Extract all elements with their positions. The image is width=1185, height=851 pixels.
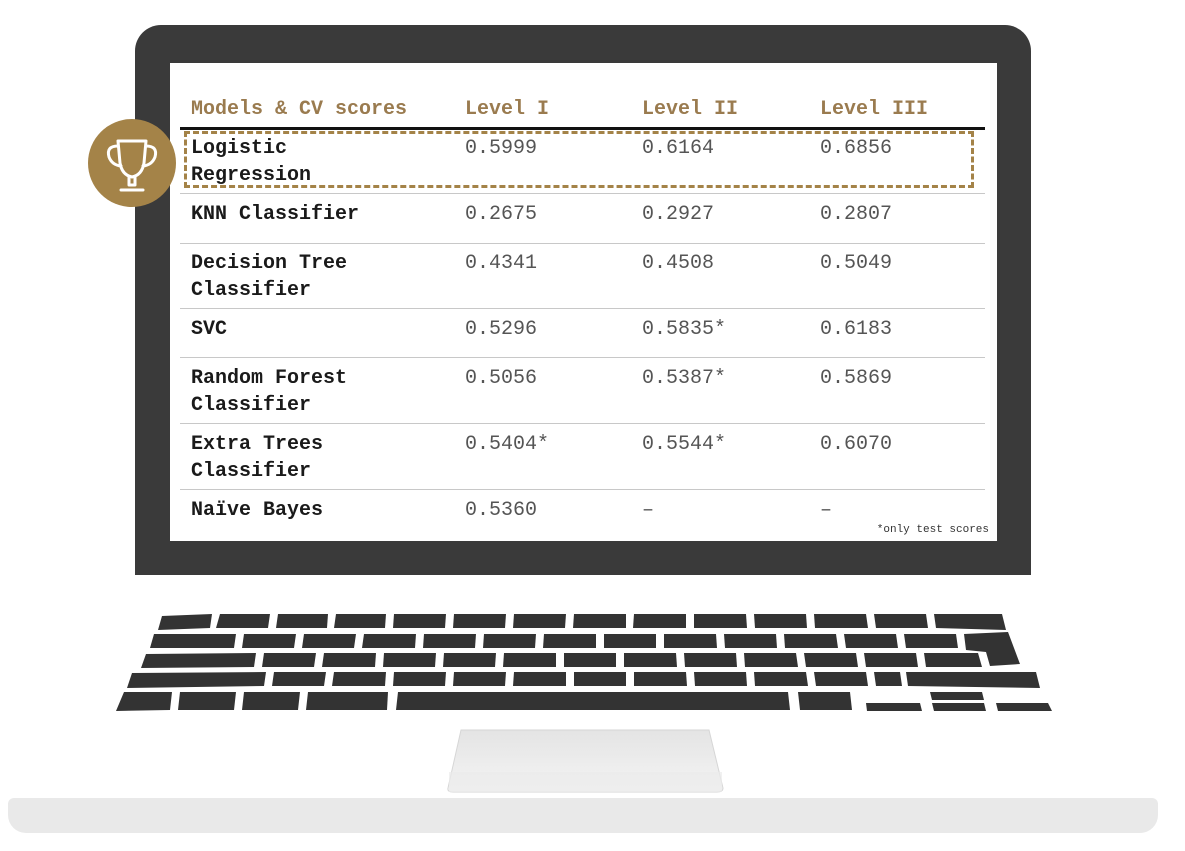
score-level-2: 0.5387*	[642, 367, 727, 390]
model-name: Random Forest Classifier	[191, 367, 348, 417]
score-level-3: 0.5049	[820, 252, 893, 275]
score-level-1: 0.4341	[465, 252, 538, 275]
row-divider	[180, 243, 985, 244]
row-divider	[180, 357, 985, 358]
header-models: Models & CV scores	[191, 98, 408, 121]
score-level-3: –	[820, 499, 833, 522]
score-level-2: 0.5835*	[642, 318, 727, 341]
keyboard-keys	[116, 614, 1052, 711]
laptop-screen: Models & CV scores Level I Level II Leve…	[170, 63, 997, 541]
row-divider	[180, 489, 985, 490]
score-level-3: 0.6856	[820, 137, 893, 160]
model-name: KNN Classifier	[191, 203, 360, 226]
header-level-3: Level III	[820, 98, 929, 121]
laptop-base	[8, 798, 1158, 833]
score-level-3: 0.6070	[820, 433, 893, 456]
score-level-1: 0.5404*	[465, 433, 550, 456]
score-level-2: 0.6164	[642, 137, 715, 160]
score-level-1: 0.5056	[465, 367, 538, 390]
model-name: Extra Trees Classifier	[191, 433, 324, 483]
score-level-1: 0.5296	[465, 318, 538, 341]
touchpad[interactable]	[447, 728, 724, 794]
model-name: Logistic Regression	[191, 137, 312, 187]
score-level-3: 0.2807	[820, 203, 893, 226]
model-name: Decision Tree Classifier	[191, 252, 348, 302]
header-level-2: Level II	[642, 98, 739, 121]
model-name: SVC	[191, 318, 228, 341]
row-divider	[180, 423, 985, 424]
trophy-icon	[106, 139, 158, 192]
score-level-3: 0.5869	[820, 367, 893, 390]
header-rule	[180, 127, 985, 130]
score-level-1: 0.2675	[465, 203, 538, 226]
score-level-2: –	[642, 499, 655, 522]
score-level-2: 0.2927	[642, 203, 715, 226]
score-level-2: 0.4508	[642, 252, 715, 275]
footnote: *only test scores	[876, 524, 989, 536]
row-divider	[180, 193, 985, 194]
header-level-1: Level I	[465, 98, 550, 121]
score-level-1: 0.5360	[465, 499, 538, 522]
score-level-2: 0.5544*	[642, 433, 727, 456]
score-level-3: 0.6183	[820, 318, 893, 341]
trophy-badge	[88, 119, 176, 207]
score-level-1: 0.5999	[465, 137, 538, 160]
best-model-highlight	[184, 131, 974, 188]
row-divider	[180, 308, 985, 309]
model-name: Naïve Bayes	[191, 499, 324, 522]
